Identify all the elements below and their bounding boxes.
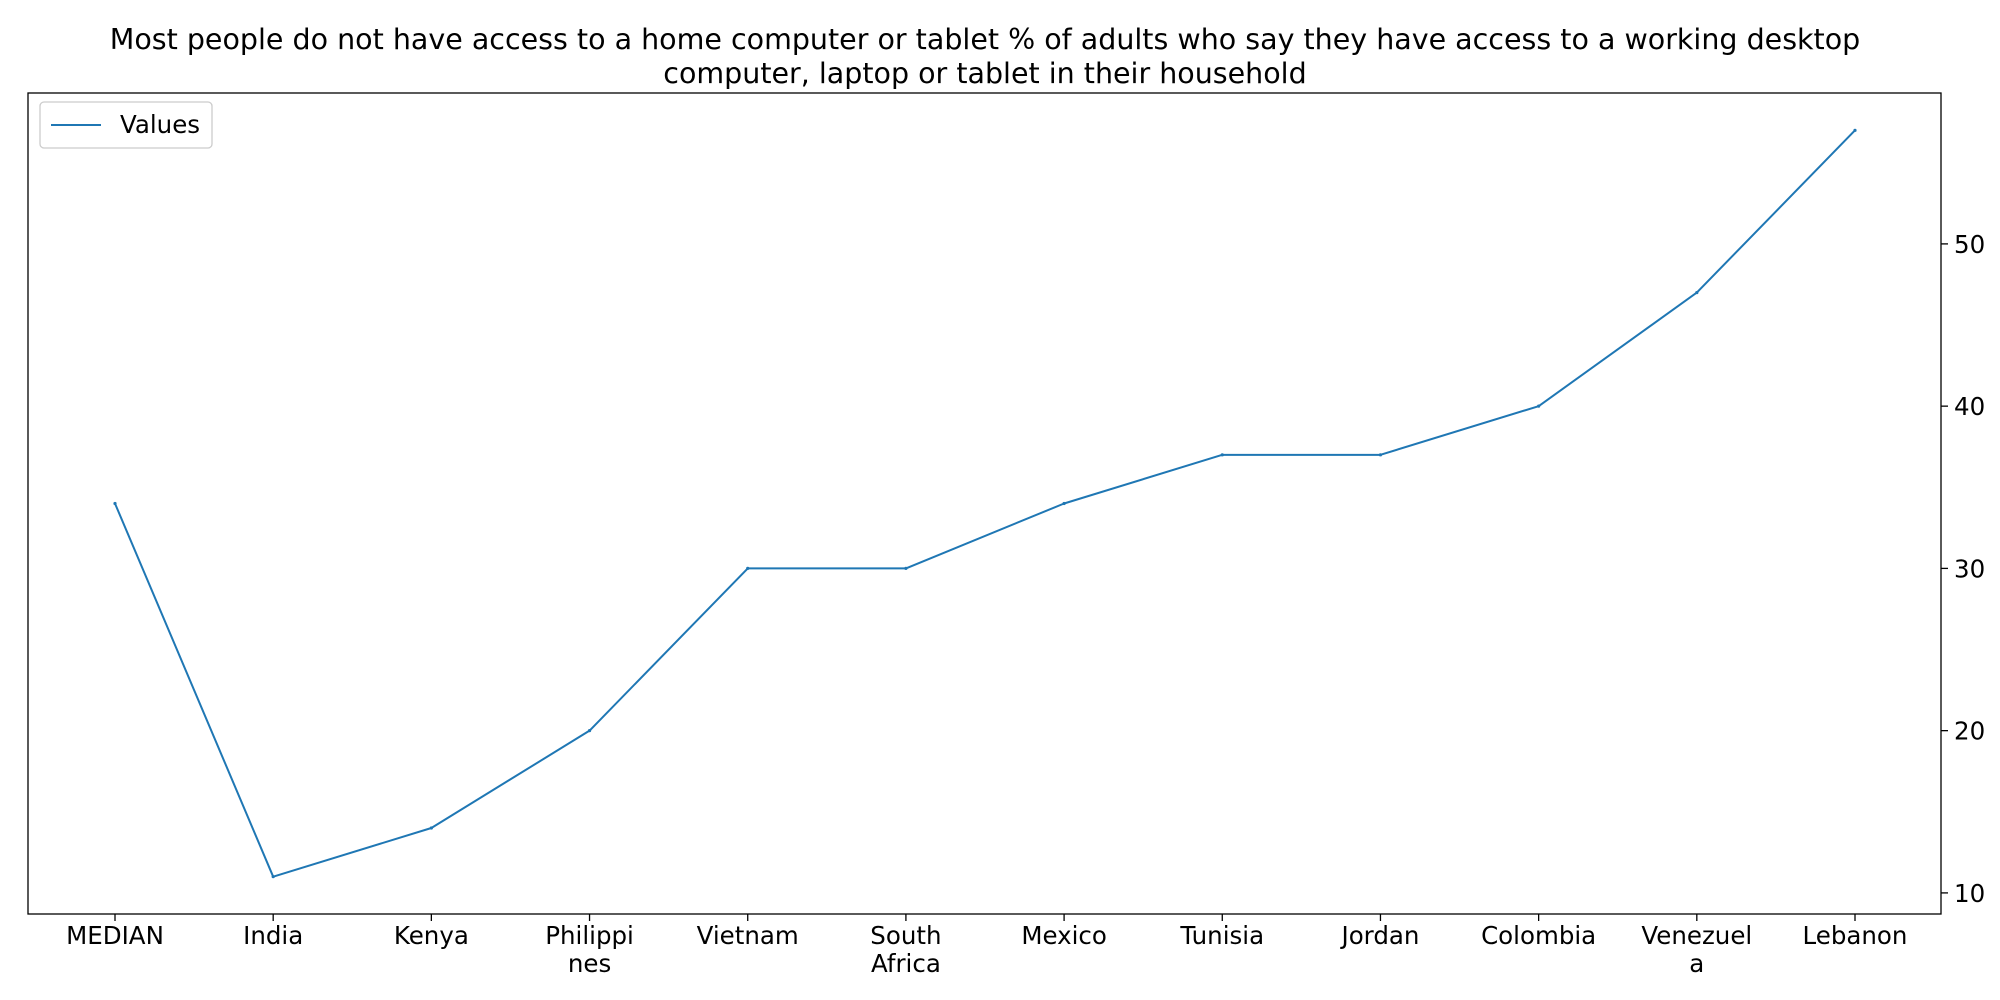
legend-box: [39, 101, 213, 149]
x-tick-label: India: [243, 921, 303, 950]
chart-title-line: computer, laptop or tablet in their hous…: [663, 57, 1306, 90]
y-tick-label: 40: [1954, 392, 1985, 421]
x-tick-label: Vietnam: [697, 921, 799, 950]
data-point: [746, 566, 750, 571]
data-point: [271, 875, 275, 879]
x-tick-label: Jordan: [1339, 921, 1419, 950]
x-tick-label: Mexico: [1021, 921, 1107, 950]
data-point: [1853, 128, 1857, 132]
data-point: [113, 501, 117, 506]
data-point: [1220, 453, 1224, 457]
x-tick-label: Venezuel a: [1641, 921, 1752, 978]
y-tick-label: 50: [1954, 230, 1985, 259]
series-group: [113, 128, 1857, 879]
x-tick-label: MEDIAN: [66, 921, 164, 950]
y-tick-label: 20: [1954, 717, 1985, 746]
x-tick-label: Colombia: [1481, 921, 1596, 950]
y-tick-label: 10: [1954, 879, 1985, 908]
x-tick-label: Lebanon: [1803, 921, 1908, 950]
data-point: [1695, 290, 1699, 295]
data-point: [1062, 501, 1066, 506]
data-point: [429, 826, 433, 830]
y-tick-label: 30: [1954, 554, 1985, 583]
data-point: [587, 729, 592, 733]
x-tick-label: Philippi nes: [545, 921, 634, 978]
data-point: [1378, 453, 1383, 457]
x-tick-label: Kenya: [394, 921, 469, 950]
x-axis: MEDIAN India Kenya Philippi nes Vietnam South A…: [66, 914, 1907, 978]
plot-frame: [27, 92, 1942, 915]
y-axis: 10 20 30 40 50: [1941, 230, 1985, 908]
legend-label: Values: [120, 110, 200, 139]
chart-title-line: Most people do not have access to a home…: [110, 23, 1861, 56]
data-point: [904, 566, 908, 571]
x-tick-label: South Africa: [870, 921, 941, 978]
series-line: [114, 129, 1856, 878]
data-point: [1537, 404, 1541, 408]
legend: Values: [39, 101, 213, 149]
x-tick-label: Tunisia: [1179, 921, 1264, 950]
chart-title: Most people do not have access to a home…: [110, 23, 1861, 90]
